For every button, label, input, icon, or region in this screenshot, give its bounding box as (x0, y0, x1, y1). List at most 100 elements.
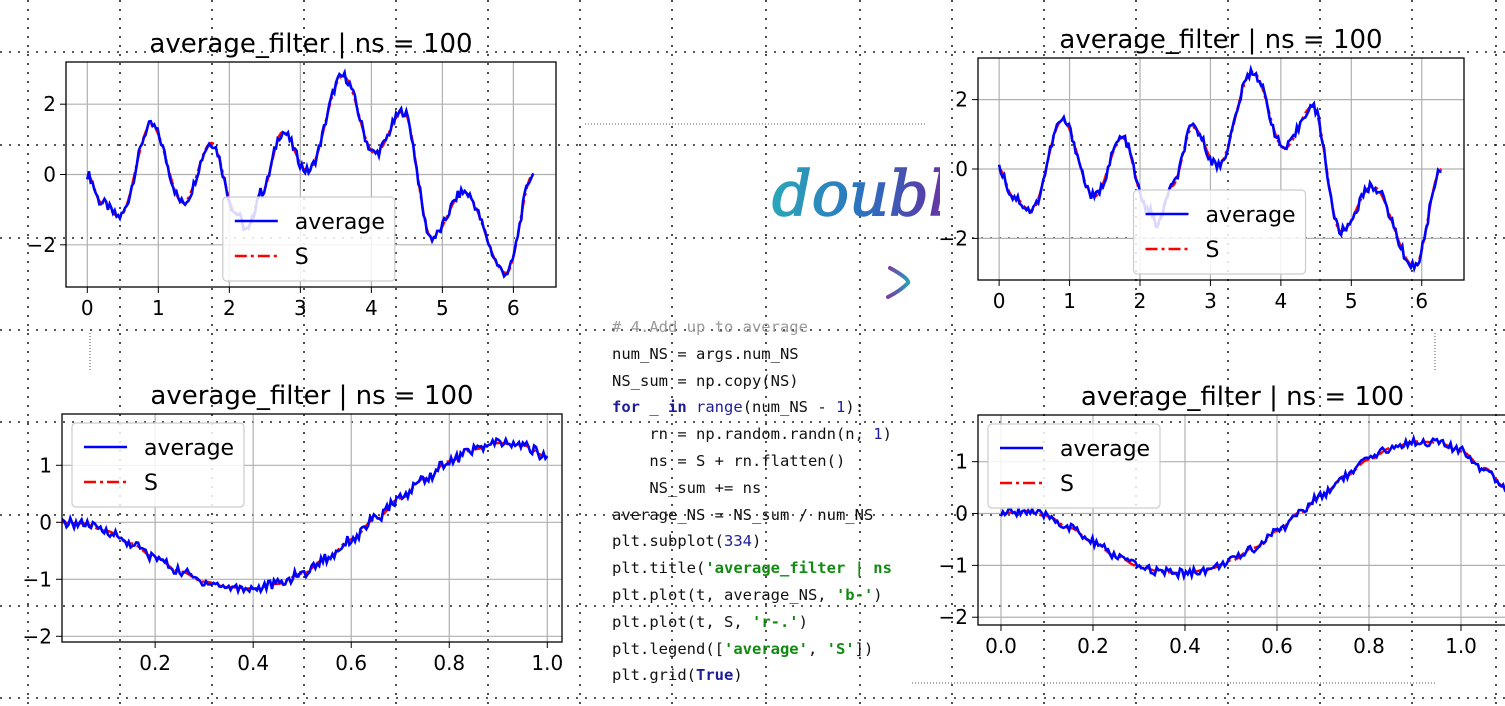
legend-label-s: S (295, 245, 309, 270)
y-tick-label: −1 (23, 567, 52, 591)
right-arrow-icon (806, 266, 911, 299)
code-token: for (612, 398, 640, 417)
code-token: plt.grid( (612, 666, 696, 685)
x-tick-label: 1.0 (531, 651, 563, 675)
chart-title: average_filter | ns = 100 (1059, 25, 1382, 55)
code-token: 'average_filter | ns (705, 559, 892, 578)
x-tick-label: 1 (1063, 289, 1076, 313)
x-tick-label: 0.2 (1077, 634, 1109, 658)
x-tick-label: 6 (1415, 289, 1428, 313)
double-word: double (772, 157, 940, 230)
x-tick-label: 0.4 (237, 651, 269, 675)
chart-title: average_filter | ns = 100 (150, 381, 473, 411)
code-token: in (668, 398, 687, 417)
y-tick-label: 2 (955, 88, 968, 112)
code-line: plt.subplot(334) (612, 528, 912, 555)
x-tick-label: 2 (223, 296, 236, 320)
plot-frame (65, 61, 557, 288)
y-tick-label: −2 (939, 605, 968, 629)
legend-box (222, 196, 396, 282)
code-line: plt.plot(t, S, 'r-.') (612, 609, 912, 636)
legend-label-s: S (1060, 472, 1074, 497)
series-line-average (999, 433, 1505, 582)
code-token: 334 (723, 532, 752, 551)
y-tick-label: 0 (43, 163, 56, 187)
code-line: plt.grid(True) (612, 662, 912, 689)
code-token: 1 (873, 425, 883, 444)
code-snippet: # 4.Add up to average num_NS = args.num_N… (612, 314, 912, 688)
y-tick-label: 0 (955, 502, 968, 526)
legend-label-average: average (1060, 437, 1150, 462)
code-token: (num_NS - (742, 398, 837, 417)
code-token: ) (751, 532, 762, 551)
code-token: NS_sum = np.copy(NS) (612, 371, 799, 390)
legend: average S (987, 423, 1161, 509)
y-tick-label: −2 (23, 624, 52, 648)
y-tick-label: 1 (955, 450, 968, 474)
x-tick-label: 1 (152, 296, 165, 320)
code-token: ]) (854, 639, 874, 658)
code-line: plt.title('average_filter | ns (612, 555, 912, 582)
x-tick-label: 0.8 (1353, 634, 1385, 658)
legend: average S (1132, 189, 1307, 275)
code-token: True (696, 666, 734, 685)
code-line: NS_sum += ns (612, 475, 912, 502)
code-line: plt.legend(['average', 'S']) (612, 636, 912, 663)
code-line: for _ in range(num_NS - 1): (612, 394, 912, 421)
code-token: 'b-' (835, 585, 874, 604)
chart-title: average_filter | ns = 100 (149, 29, 472, 59)
x-tick-label: 2 (1134, 289, 1147, 313)
legend-label-s: S (144, 471, 158, 496)
chart-top-right-svg: average_filter | ns = 100 0 1 2 3 4 5 6 −2 0 2 aver… (939, 25, 1465, 313)
legend-label-average: average (295, 210, 385, 235)
x-tick-label: 6 (507, 296, 520, 320)
x-tick-label: 0 (993, 289, 1006, 313)
code-token: 'average' (723, 639, 808, 658)
code-token: , (807, 639, 827, 658)
code-token: ): (845, 398, 865, 417)
x-tick-label: 1.0 (1445, 634, 1477, 658)
series-line-average (997, 64, 1442, 274)
x-tick-label: 0.2 (139, 651, 171, 675)
code-token: 'r-.' (751, 612, 799, 631)
plot-frame (61, 413, 563, 643)
code-token: plt.plot(t, S, (612, 612, 752, 631)
x-tick-label: 0.4 (1169, 634, 1201, 658)
code-line: plt.plot(t, average_NS, 'b-') (612, 582, 912, 609)
code-token: plt.legend([ (612, 639, 724, 658)
x-tick-label: 0.6 (335, 651, 367, 675)
code-token (687, 398, 696, 416)
y-tick-label: −2 (939, 226, 968, 250)
code-token: plt.plot(t, average_NS, (612, 585, 836, 604)
series-line-average (86, 68, 535, 279)
code-token: ) (873, 585, 883, 604)
y-tick-label: −1 (939, 553, 968, 577)
chart-title: average_filter | ns = 100 (1081, 382, 1404, 412)
y-tick-label: −2 (27, 233, 56, 257)
y-tick-label: 2 (43, 92, 56, 116)
code-token: plt.subplot( (612, 532, 724, 551)
code-token: range (696, 398, 743, 417)
legend: average S (222, 196, 396, 282)
legend-label-average: average (1206, 203, 1296, 228)
code-token: ns = S + rn.flatten() (612, 451, 846, 470)
x-tick-label: 5 (1345, 289, 1358, 313)
x-tick-label: 0.8 (433, 651, 465, 675)
chart-top-right: average_filter | ns = 100 0 1 2 3 4 5 6 −2 0 2 aver… (926, 14, 1471, 319)
x-tick-label: 5 (436, 296, 449, 320)
x-tick-label: 3 (294, 296, 307, 320)
x-tick-label: 4 (1275, 289, 1288, 313)
code-token: plt.title( (612, 559, 706, 578)
x-tick-label: 0.0 (985, 634, 1017, 658)
code-line: average_NS = NS_sum / num_NS (612, 502, 912, 529)
legend-label-average: average (144, 436, 234, 461)
legend-box (1132, 189, 1307, 275)
code-token: NS_sum += ns (612, 478, 762, 497)
code-line: NS_sum = np.copy(NS) (612, 368, 912, 395)
code-token: ) (882, 425, 892, 444)
code-token: 1 (836, 398, 846, 417)
chart-bottom-right-svg: average_filter | ns = 100 0.0 0.2 0.4 0.6 0.8… (939, 382, 1505, 658)
plot-frame (977, 414, 1505, 626)
y-tick-label: 0 (955, 157, 968, 181)
